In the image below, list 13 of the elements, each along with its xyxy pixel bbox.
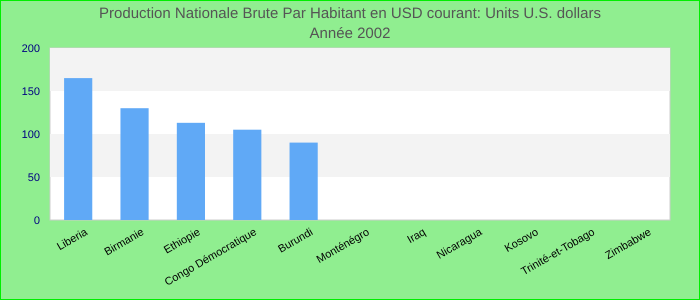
bar bbox=[176, 122, 205, 220]
y-tick-label: 200 bbox=[22, 42, 40, 55]
y-tick-label: 0 bbox=[34, 214, 40, 227]
bar bbox=[120, 108, 149, 220]
chart-title: Production Nationale Brute Par Habitant en USD courant: Units U.S. dollars bbox=[99, 5, 601, 22]
y-tick-label: 50 bbox=[28, 172, 40, 184]
x-tick-label: Iraq bbox=[405, 226, 428, 246]
y-tick-label: 150 bbox=[22, 86, 40, 98]
bar bbox=[64, 78, 92, 220]
bar bbox=[290, 142, 318, 220]
chart-subtitle: Année 2002 bbox=[310, 25, 390, 42]
bar bbox=[233, 130, 262, 220]
y-tick-label: 100 bbox=[22, 128, 40, 141]
